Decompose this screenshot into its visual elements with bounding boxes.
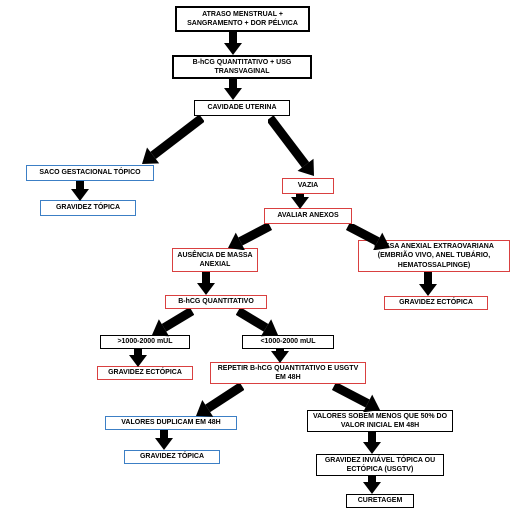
arrow-a3: [140, 116, 204, 166]
node-label: Β-hCG QUANTITATIVO + USG TRANSVAGINAL: [176, 58, 308, 76]
node-label: VALORES DUPLICAM EM 48H: [121, 418, 220, 427]
node-label: GRAVIDEZ ECTÓPICA: [108, 368, 182, 377]
node-n5: GRAVIDEZ TÓPICA: [40, 200, 136, 216]
arrow-a6: [291, 194, 309, 209]
node-label: GRAVIDEZ TÓPICA: [140, 452, 204, 461]
arrow-a13: [129, 349, 147, 367]
arrow-a15: [194, 384, 244, 418]
node-label: VAZIA: [298, 181, 318, 190]
node-label: GRAVIDEZ TÓPICA: [56, 203, 120, 212]
node-n12: >1000-2000 mUL: [100, 335, 190, 349]
node-n16: VALORES DUPLICAM EM 48H: [105, 416, 237, 430]
arrow-a1: [224, 32, 242, 55]
arrow-a12: [236, 309, 280, 337]
node-n10: Β-hCG QUANTITATIVO: [165, 295, 267, 309]
node-n7: AVALIAR ANEXOS: [264, 208, 352, 224]
node-n20: CURETAGEM: [346, 494, 414, 508]
node-label: REPETIR Β-hCG QUANTITATIVO E USGTV EM 48…: [213, 364, 363, 382]
node-label: GRAVIDEZ INVIÁVEL TÓPICA OU ECTÓPICA (US…: [319, 456, 441, 474]
arrow-a7: [226, 224, 272, 250]
arrow-a10: [419, 272, 437, 296]
arrow-a18: [363, 432, 381, 454]
node-n19: GRAVIDEZ INVIÁVEL TÓPICA OU ECTÓPICA (US…: [316, 454, 444, 476]
node-label: GRAVIDEZ ECTÓPICA: [399, 298, 473, 307]
node-n17: VALORES SOBEM MENOS QUE 50% DO VALOR INI…: [307, 410, 453, 432]
arrow-a9: [197, 272, 215, 295]
node-n11: GRAVIDEZ ECTÓPICA: [384, 296, 488, 310]
node-label: CURETAGEM: [358, 496, 403, 505]
node-label: <1000-2000 mUL: [260, 337, 315, 346]
node-n4: SACO GESTACIONAL TÓPICO: [26, 165, 154, 181]
node-label: AVALIAR ANEXOS: [277, 211, 338, 220]
node-n3: CAVIDADE UTERINA: [194, 100, 290, 116]
arrow-a2: [224, 79, 242, 100]
arrow-a17: [155, 430, 173, 450]
node-label: >1000-2000 mUL: [117, 337, 172, 346]
node-label: CAVIDADE UTERINA: [207, 103, 276, 112]
arrow-a8: [346, 224, 392, 250]
node-n6: VAZIA: [282, 178, 334, 194]
arrow-a16: [332, 384, 382, 412]
node-n13: <1000-2000 mUL: [242, 335, 334, 349]
node-n8: AUSÊNCIA DE MASSA ANEXIAL: [172, 248, 258, 272]
node-n15: REPETIR Β-hCG QUANTITATIVO E USGTV EM 48…: [210, 362, 366, 384]
arrow-a5: [268, 116, 316, 178]
node-label: ATRASO MENSTRUAL + SANGRAMENTO + DOR PÉL…: [179, 10, 306, 28]
node-n1: ATRASO MENSTRUAL + SANGRAMENTO + DOR PÉL…: [175, 6, 310, 32]
arrow-a14: [271, 349, 289, 363]
node-label: SACO GESTACIONAL TÓPICO: [39, 168, 140, 177]
arrow-a19: [363, 476, 381, 494]
node-label: VALORES SOBEM MENOS QUE 50% DO VALOR INI…: [310, 412, 450, 430]
arrow-a11: [150, 309, 194, 337]
node-n2: Β-hCG QUANTITATIVO + USG TRANSVAGINAL: [172, 55, 312, 79]
node-label: Β-hCG QUANTITATIVO: [178, 297, 254, 306]
node-label: AUSÊNCIA DE MASSA ANEXIAL: [175, 251, 255, 269]
node-n14: GRAVIDEZ ECTÓPICA: [97, 366, 193, 380]
arrow-a4: [71, 181, 89, 201]
node-n18: GRAVIDEZ TÓPICA: [124, 450, 220, 464]
